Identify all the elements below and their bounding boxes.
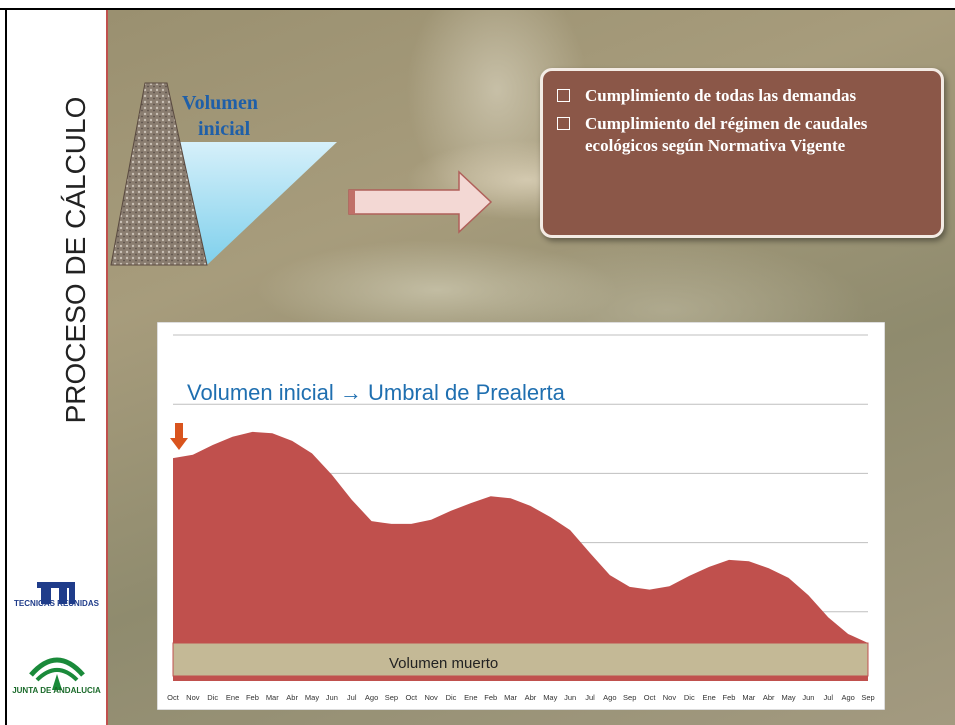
x-tick-label: Nov [186,693,200,702]
x-tick-label: Mar [266,693,279,702]
x-tick-label: Jun [564,693,576,702]
x-tick-label: Feb [723,693,736,702]
x-tick-label: Sep [861,693,874,702]
x-tick-label: Oct [405,693,418,702]
x-tick-label: Sep [385,693,398,702]
x-tick-label: Jul [823,693,833,702]
x-tick-label: Ene [702,693,715,702]
requirement: Cumplimiento del régimen de caudales eco… [557,113,923,157]
x-tick-label: Dic [446,693,457,702]
chart: Volumen inicial → Umbral de Prealerta Vo… [157,322,885,710]
x-tick-label: May [305,693,319,702]
sidebar [7,10,106,725]
x-tick-label: Sep [623,693,636,702]
annotation: Volumen muerto [389,655,498,672]
x-tick-label: Ago [365,693,378,702]
start-arrow [170,423,188,450]
x-tick-label: Feb [484,693,497,702]
reservoir-diagram [110,82,493,266]
x-tick-label: Feb [246,693,259,702]
logo-text: JUNTA DE ANDALUCIA [12,686,101,695]
x-tick-label: Abr [286,693,298,702]
water [180,142,337,265]
x-tick-label: Dic [207,693,218,702]
logo-junta [29,657,85,690]
chart-title: Volumen inicial → Umbral de Prealerta [187,380,566,405]
frame [0,8,955,10]
x-tick-label: Jul [585,693,595,702]
x-tick-label: Nov [424,693,438,702]
x-tick-label: Jun [802,693,814,702]
sidebar-graphics: PROCESO DE CÁLCULO [29,97,91,690]
x-tick-label: May [543,693,557,702]
x-tick-label: Ago [841,693,854,702]
x-tick-label: Dic [684,693,695,702]
requirements-box: Cumplimiento de todas las demandas Cumpl… [540,68,944,238]
frame [5,8,7,725]
x-tick-label: May [781,693,795,702]
x-tick-label: Mar [504,693,517,702]
x-tick-label: Oct [644,693,657,702]
reservoir-label: inicial [198,118,251,140]
x-tick-label: Oct [167,693,180,702]
x-tick-label: Mar [742,693,755,702]
dead-volume-band [172,642,869,677]
reservoir-label: Volumen [182,92,258,114]
x-tick-label: Ene [226,693,239,702]
x-tick-label: Jun [326,693,338,702]
sidebar-title: PROCESO DE CÁLCULO [60,97,91,424]
x-tick-label: Ene [464,693,477,702]
arrow [348,170,493,234]
x-tick-label: Ago [603,693,616,702]
requirement: Cumplimiento de todas las demandas [557,85,923,107]
x-tick-label: Abr [763,693,775,702]
area [173,431,868,681]
x-tick-label: Abr [525,693,537,702]
logo-text: TECNICAS REUNIDAS [14,599,99,608]
x-tick-label: Jul [347,693,357,702]
logo-tr [37,582,75,604]
divider [106,10,108,725]
dam [110,82,208,266]
x-tick-label: Nov [663,693,677,702]
